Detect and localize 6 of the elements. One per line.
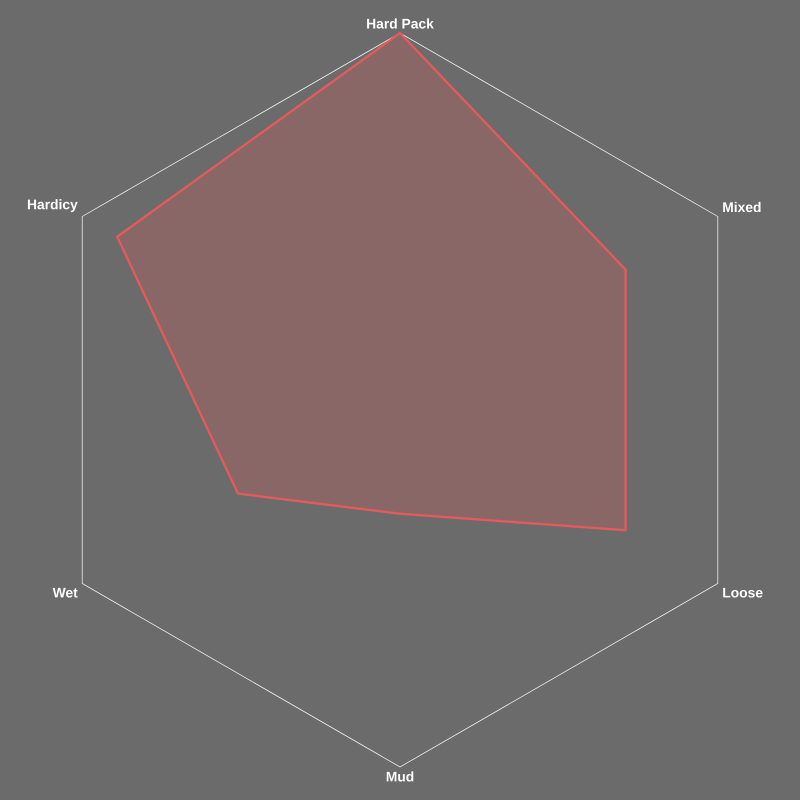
spoke-label: Loose: [723, 588, 763, 598]
spoke-label: Hardicy: [28, 199, 78, 212]
spoke-label: Mud: [386, 771, 414, 782]
spoke-label: Wet: [52, 588, 78, 598]
spoke-label: Mixed: [723, 202, 761, 212]
spoke-label: Hard Pack: [367, 18, 434, 29]
